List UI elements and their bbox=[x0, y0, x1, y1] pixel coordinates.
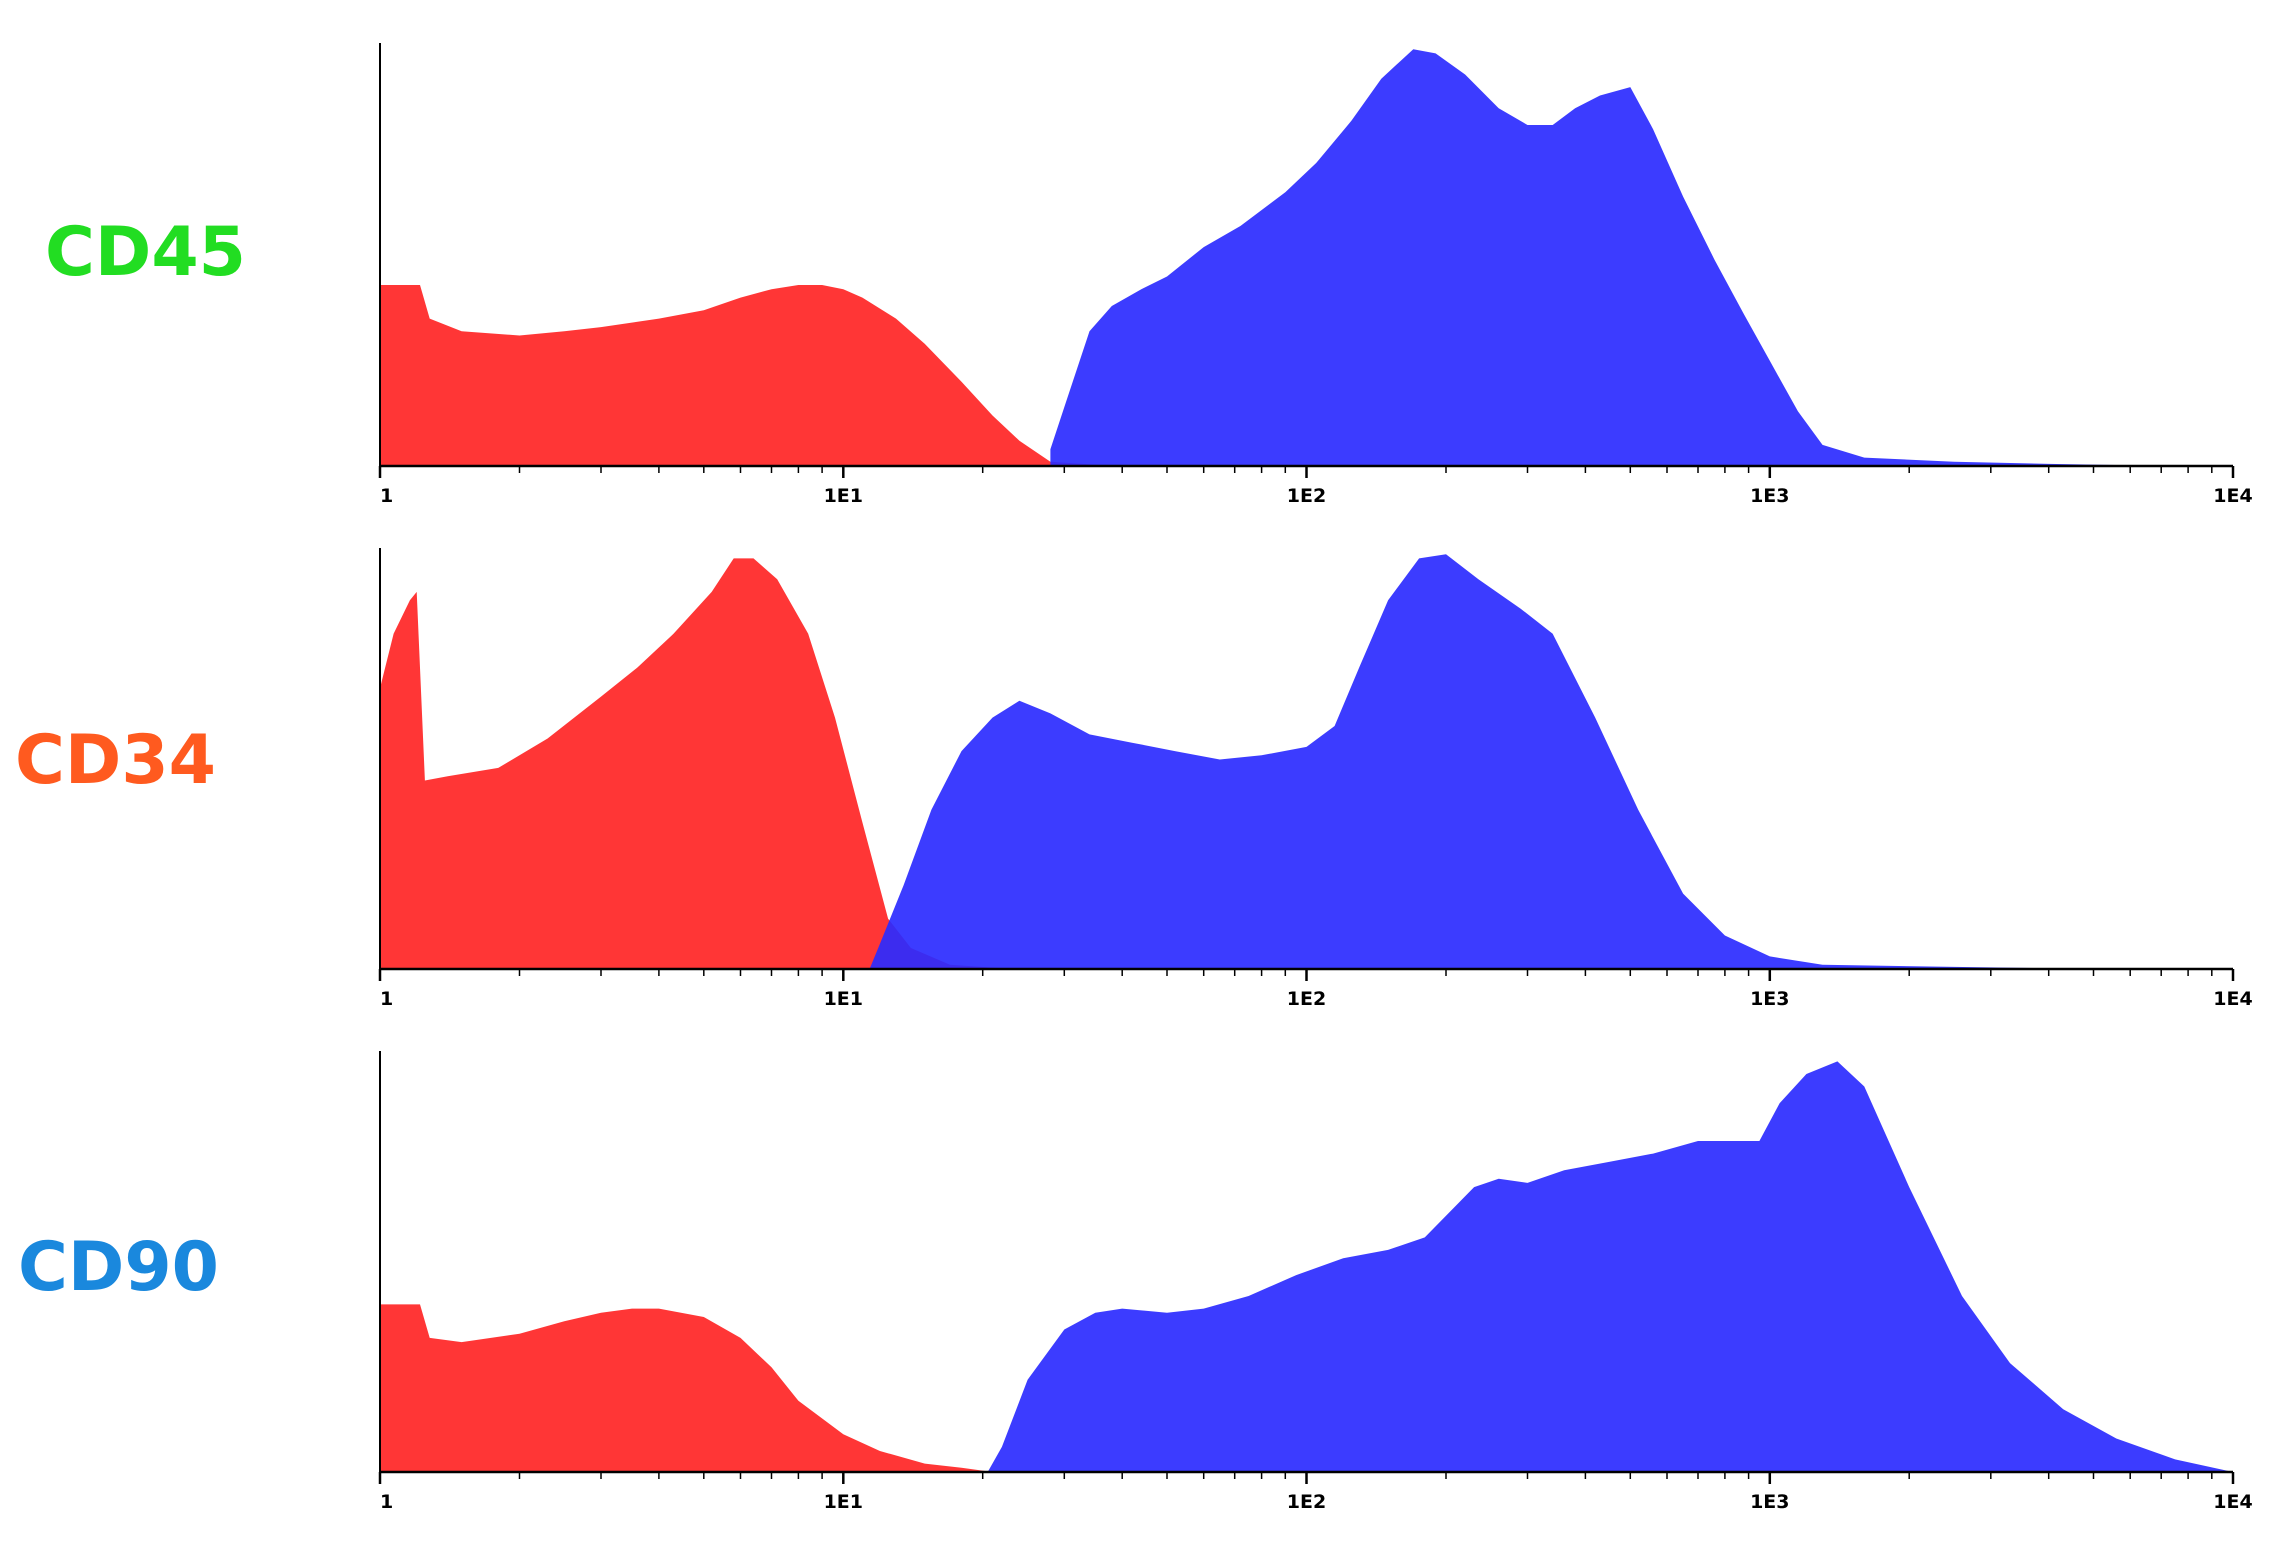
cd34-isotype-area bbox=[380, 558, 1065, 969]
cd90-x-tick-label: 1E4 bbox=[2213, 1491, 2252, 1513]
marker-label-cd90: CD90 bbox=[18, 1228, 219, 1307]
panel-cd34: CD34 1 1E1 1E2 1E3 1E4 bbox=[15, 548, 2253, 1010]
cd90-x-tick-label: 1E1 bbox=[824, 1491, 863, 1513]
marker-label-cd45: CD45 bbox=[45, 213, 246, 292]
cd45-isotype-area bbox=[380, 285, 1167, 466]
cd45-x-tick-label: 1 bbox=[380, 485, 393, 507]
cd90-marker-area bbox=[987, 1061, 2234, 1472]
cd90-x-tick-label: 1E3 bbox=[1750, 1491, 1789, 1513]
cd34-x-tick-label: 1E2 bbox=[1287, 988, 1326, 1010]
panel-cd45: CD45 1 1E1 1E2 1E3 1E4 bbox=[45, 43, 2253, 507]
cd45-x-tick-label: 1E3 bbox=[1750, 485, 1789, 507]
cd90-isotype-area bbox=[380, 1304, 993, 1472]
cd90-x-tick-label: 1E2 bbox=[1287, 1491, 1326, 1513]
cd45-x-tick-label: 1E1 bbox=[824, 485, 863, 507]
cd45-marker-area bbox=[1050, 49, 2233, 466]
panel-cd90: CD90 1 1E1 1E2 1E3 1E4 bbox=[18, 1051, 2253, 1513]
cd34-x-tick-label: 1 bbox=[380, 988, 393, 1010]
cd34-marker-area bbox=[869, 554, 2233, 969]
cd45-x-tick-label: 1E4 bbox=[2213, 485, 2252, 507]
cd90-x-tick-label: 1 bbox=[380, 1491, 393, 1513]
marker-label-cd34: CD34 bbox=[15, 721, 216, 800]
cd34-x-tick-label: 1E1 bbox=[824, 988, 863, 1010]
cd34-x-tick-label: 1E3 bbox=[1750, 988, 1789, 1010]
cd45-x-tick-label: 1E2 bbox=[1287, 485, 1326, 507]
cd34-x-tick-label: 1E4 bbox=[2213, 988, 2252, 1010]
